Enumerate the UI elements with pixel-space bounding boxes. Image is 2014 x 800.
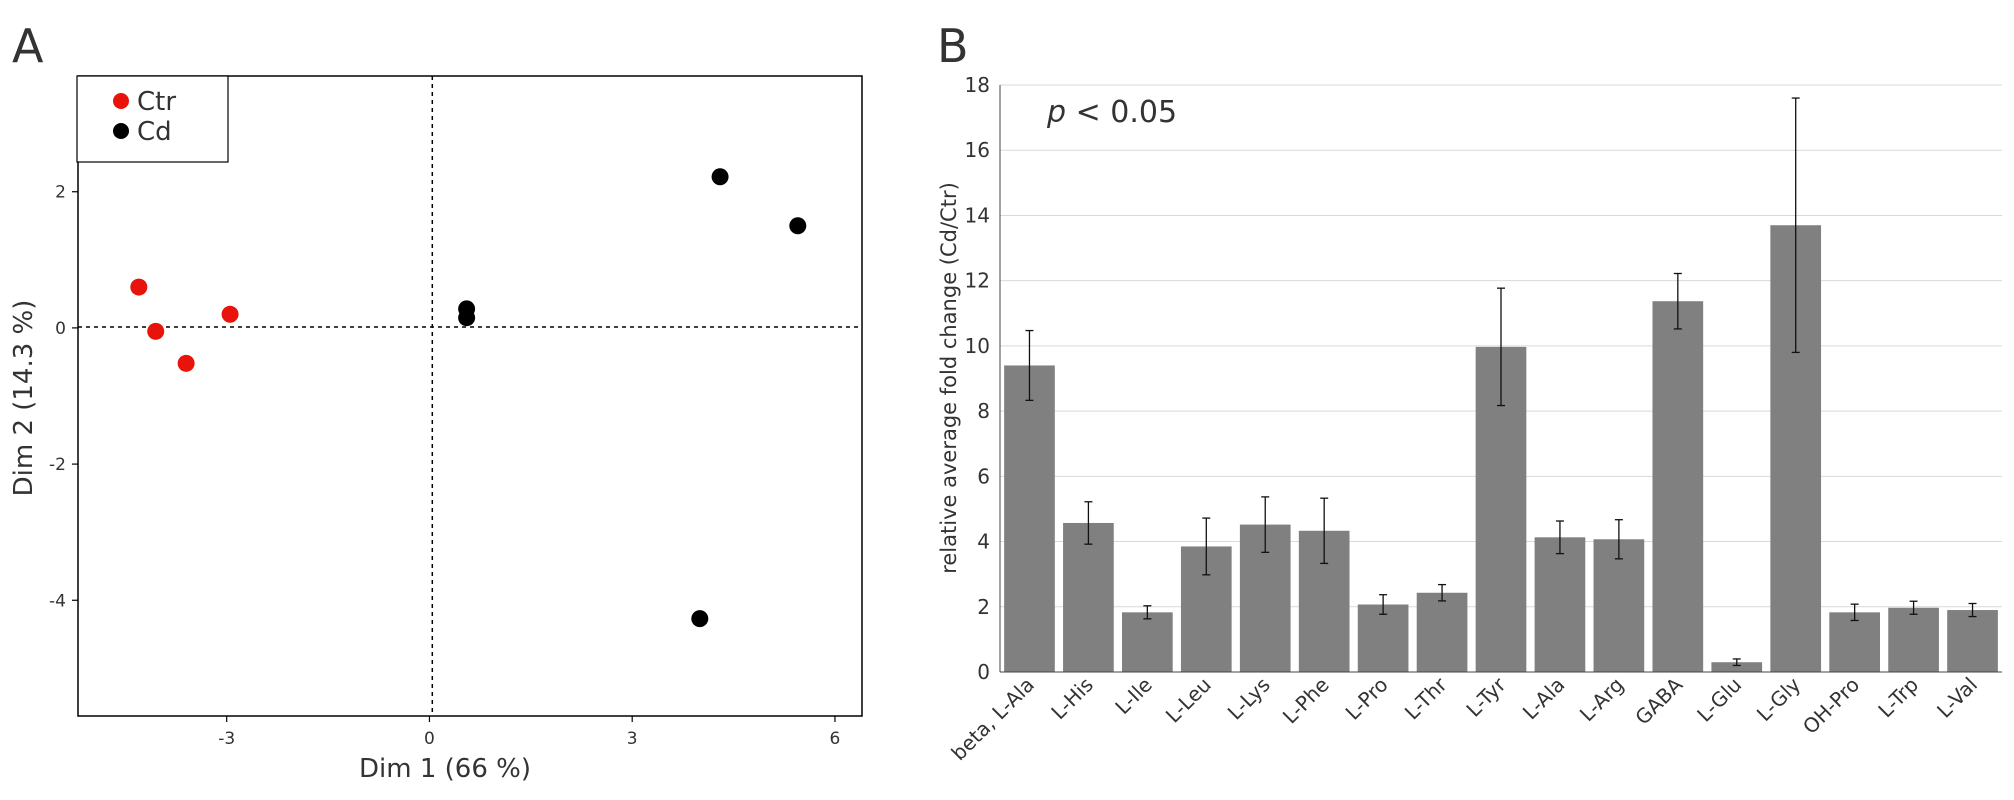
bar-category-label: L-Tyr	[1462, 672, 1512, 722]
bar-chart-y-tick-label: 12	[965, 269, 990, 293]
bar-chart-y-tick-label: 0	[977, 660, 990, 684]
bar-15	[1829, 612, 1880, 672]
bar-category-label: L-Arg	[1575, 673, 1629, 727]
scatter-point-ctr	[130, 278, 148, 296]
bar-category-label: OH-Pro	[1798, 673, 1864, 739]
bar-category-label: GABA	[1630, 672, 1687, 729]
error-bar-11	[1614, 519, 1623, 560]
legend-cd-label: Cd	[137, 117, 172, 147]
bar-category-label: L-Phe	[1278, 673, 1334, 729]
bar-chart-y-axis-label: relative average fold change (Cd/Ctr)	[937, 182, 961, 574]
bar-13	[1711, 662, 1763, 672]
error-bar-10	[1555, 520, 1564, 555]
scatter-y-tick-label: -4	[49, 591, 66, 611]
scatter-x-axis-label: Dim 1 (66 %)	[359, 754, 531, 784]
error-bar-3	[1143, 605, 1152, 620]
scatter-x-tick-label: 6	[830, 729, 841, 749]
error-bar-9	[1497, 287, 1505, 407]
bar-chart-y-tick-label: 6	[977, 464, 990, 488]
bar-chart-y-tick-label: 10	[965, 334, 990, 358]
error-bar-12	[1673, 272, 1682, 330]
bar-17	[1947, 610, 1998, 672]
bar-7	[1357, 604, 1409, 672]
bar-11	[1593, 539, 1645, 672]
bar-category-label: L-Leu	[1161, 673, 1216, 728]
scatter-y-tick-label: 0	[55, 319, 66, 339]
scatter-plot-frame	[77, 75, 863, 717]
scatter-x-tick-label: 0	[424, 729, 435, 749]
error-bar-14	[1791, 97, 1800, 354]
bar-category-label: L-His	[1046, 673, 1098, 725]
scatter-x-tick-label: -3	[218, 729, 235, 749]
scatter-legend: Ctr Cd	[76, 75, 229, 163]
error-bar-6	[1320, 497, 1329, 565]
legend-ctr-label: Ctr	[137, 87, 176, 117]
scatter-x-tick-label: 3	[627, 729, 638, 749]
bar-chart-bars	[1004, 225, 1998, 672]
panel-b-label: B	[937, 19, 969, 73]
error-bar-1	[1025, 329, 1034, 401]
bar-category-label: L-Val	[1932, 673, 1982, 723]
panel-a-label: A	[12, 19, 44, 73]
bar-2	[1063, 522, 1114, 672]
scatter-point-ctr	[147, 322, 165, 340]
error-bar-4	[1202, 517, 1211, 576]
scatter-y-axis-label: Dim 2 (14.3 %)	[9, 300, 39, 497]
scatter-y-tick-label: -2	[49, 455, 66, 475]
p-value-italic: p	[1046, 95, 1066, 130]
bar-chart-y-tick-label: 8	[977, 399, 990, 423]
scatter-y-axis-ticks: 2 0 -2 -4	[49, 183, 78, 611]
bar-category-label: L-Glu	[1692, 673, 1746, 727]
bar-category-label: L-Trp	[1873, 673, 1923, 723]
bar-1	[1004, 365, 1055, 672]
legend-box	[76, 75, 229, 163]
scatter-point-cd	[458, 309, 476, 327]
error-bar-17	[1968, 602, 1977, 618]
bar-chart-gridlines	[1000, 84, 2002, 608]
bar-chart-y-tick-label: 2	[977, 595, 990, 619]
bar-chart-error-bars	[1025, 97, 1977, 667]
bar-12	[1652, 301, 1704, 672]
scatter-x-axis-ticks: -3 0 3 6	[218, 716, 840, 749]
scatter-point-cd	[691, 610, 709, 628]
scatter-point-ctr	[177, 354, 195, 372]
scatter-point-cd	[789, 217, 807, 235]
bar-chart-y-tick-label: 16	[965, 138, 990, 162]
bar-10	[1534, 537, 1586, 672]
error-bar-13	[1732, 658, 1741, 667]
bar-chart-category-labels: beta, L-Ala L-His L-Ile L-Leu L-Lys L-Phe L-Pr…	[946, 672, 1982, 765]
error-bar-16	[1909, 600, 1918, 615]
scatter-points	[130, 168, 807, 628]
bar-category-label: L-Pro	[1341, 673, 1393, 725]
bar-category-label: L-Ile	[1110, 673, 1157, 720]
bar-category-label: L-Gly	[1752, 672, 1806, 726]
error-bar-8	[1438, 583, 1447, 602]
bar-category-label: L-Lys	[1223, 673, 1275, 725]
error-bar-2	[1084, 501, 1093, 545]
legend-ctr-marker	[113, 93, 129, 109]
bar-chart-y-axis-ticks: 0 2 4 6 8 10 12 14 16 18	[965, 73, 990, 684]
bar-chart-y-tick-label: 18	[965, 73, 990, 97]
legend-cd-marker	[113, 123, 129, 139]
bar-category-label: L-Ala	[1518, 673, 1570, 725]
error-bar-5	[1261, 496, 1270, 553]
p-value-annotation: p < 0.05	[1046, 95, 1177, 130]
bar-category-label: beta, L-Ala	[946, 673, 1039, 766]
bar-chart-y-tick-label: 4	[977, 530, 990, 554]
p-value-threshold: < 0.05	[1066, 95, 1177, 130]
bar-3	[1122, 612, 1173, 672]
bar-16	[1888, 607, 1939, 672]
bar-8	[1416, 592, 1468, 672]
scatter-point-ctr	[221, 305, 239, 323]
bar-category-label: L-Thr	[1400, 672, 1452, 724]
scatter-point-cd	[711, 168, 729, 186]
scatter-y-tick-label: 2	[55, 183, 66, 203]
error-bar-15	[1850, 603, 1859, 622]
bar-chart-y-tick-label: 14	[965, 203, 990, 227]
error-bar-7	[1379, 594, 1388, 615]
